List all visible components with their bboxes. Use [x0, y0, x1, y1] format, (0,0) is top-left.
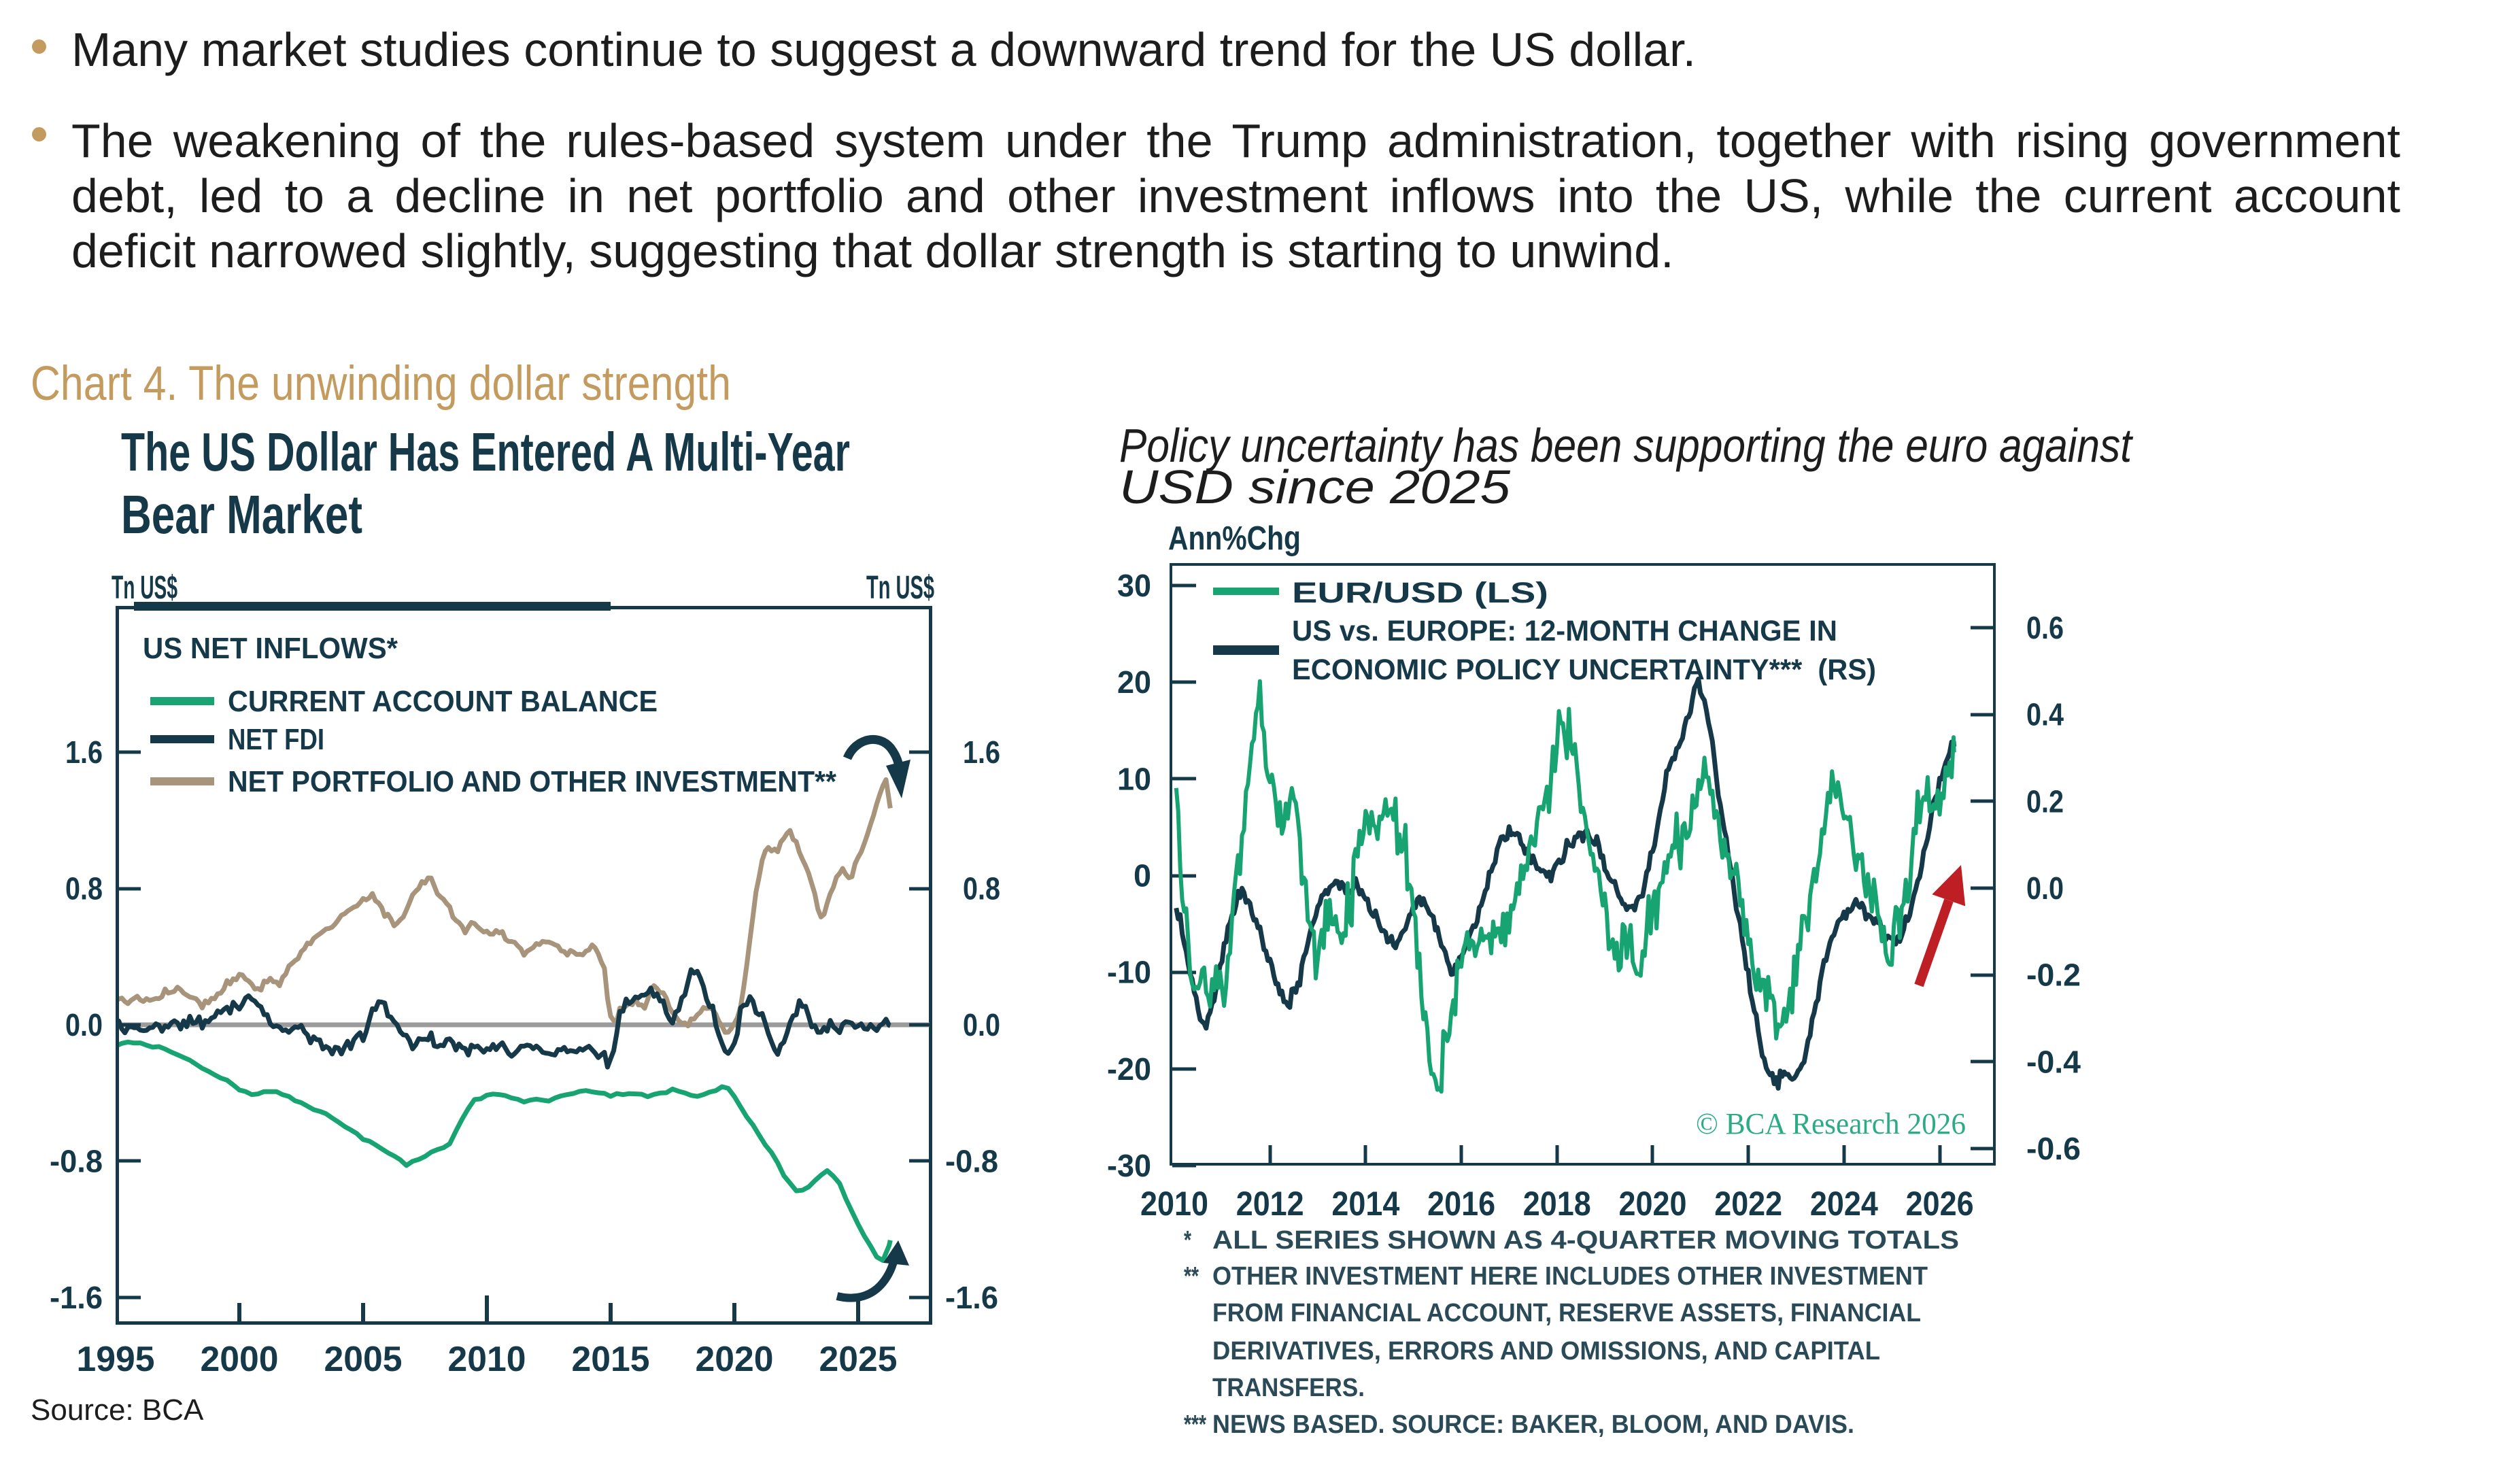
svg-text:Chart 4. The unwinding dollar: Chart 4. The unwinding dollar strength [31, 357, 731, 411]
svg-text:1.6: 1.6 [65, 734, 103, 770]
svg-text:© BCΑ Research 2026: © BCΑ Research 2026 [1696, 1107, 1966, 1140]
svg-text:20: 20 [1117, 664, 1151, 700]
svg-text:0.0: 0.0 [963, 1007, 1000, 1042]
svg-text:0.8: 0.8 [963, 871, 1000, 906]
svg-text:0.8: 0.8 [65, 871, 103, 906]
svg-text:2020: 2020 [696, 1340, 774, 1379]
svg-text:0.0: 0.0 [65, 1007, 103, 1042]
svg-text:***: *** [1184, 1410, 1206, 1439]
svg-text:NET FDI: NET FDI [228, 723, 324, 756]
svg-text:2025: 2025 [819, 1340, 898, 1379]
svg-text:2010: 2010 [1140, 1185, 1208, 1223]
svg-text:1.6: 1.6 [963, 734, 1000, 770]
svg-text:-0.8: -0.8 [945, 1143, 998, 1179]
svg-text:-0.6: -0.6 [2026, 1131, 2081, 1166]
svg-text:FROM FINANCIAL ACCOUNT, RESERV: FROM FINANCIAL ACCOUNT, RESERVE ASSETS, … [1212, 1299, 1921, 1327]
svg-text:US vs. EUROPE: 12-MONTH CHANGE: US vs. EUROPE: 12-MONTH CHANGE IN [1292, 615, 1837, 647]
svg-text:2022: 2022 [1714, 1185, 1782, 1223]
svg-text:2018: 2018 [1523, 1185, 1591, 1223]
svg-text:0: 0 [1134, 858, 1151, 894]
svg-text:-1.6: -1.6 [50, 1280, 103, 1315]
svg-text:-20: -20 [1107, 1051, 1151, 1087]
svg-text:US NET INFLOWS*: US NET INFLOWS* [143, 632, 398, 665]
svg-text:0.0: 0.0 [2026, 870, 2064, 906]
svg-text:2026: 2026 [1906, 1185, 1974, 1223]
svg-text:0.2: 0.2 [2026, 783, 2064, 819]
svg-text:0.6: 0.6 [2026, 610, 2064, 645]
svg-text:30: 30 [1117, 568, 1151, 603]
svg-text:TRANSFERS.: TRANSFERS. [1212, 1374, 1365, 1402]
svg-text:Tn US$: Tn US$ [112, 570, 177, 606]
svg-text:2015: 2015 [572, 1340, 650, 1379]
svg-text:1995: 1995 [77, 1340, 155, 1379]
svg-text:ALL SERIES SHOWN AS 4-QUARTER: ALL SERIES SHOWN AS 4-QUARTER MOVING TOT… [1212, 1226, 1959, 1255]
svg-text:ECONOMIC POLICY UNCERTAINTY***: ECONOMIC POLICY UNCERTAINTY*** (RS) [1292, 654, 1876, 686]
svg-text:-0.8: -0.8 [50, 1143, 103, 1179]
svg-text:-0.2: -0.2 [2026, 957, 2081, 993]
svg-text:2024: 2024 [1810, 1185, 1878, 1223]
svg-text:10: 10 [1117, 761, 1151, 796]
svg-text:-30: -30 [1107, 1148, 1151, 1183]
svg-text:**: ** [1184, 1262, 1199, 1291]
svg-text:Tn US$: Tn US$ [866, 570, 934, 606]
svg-text:2020: 2020 [1619, 1185, 1687, 1223]
svg-text:USD since 2025: USD since 2025 [1119, 460, 1511, 513]
svg-text:*: * [1184, 1226, 1191, 1255]
svg-text:0.4: 0.4 [2026, 697, 2064, 732]
svg-text:Ann%Chg: Ann%Chg [1168, 520, 1301, 557]
svg-text:2016: 2016 [1427, 1185, 1495, 1223]
svg-text:2012: 2012 [1236, 1185, 1304, 1223]
svg-text:EUR/USD (LS): EUR/USD (LS) [1292, 577, 1548, 609]
svg-text:NET PORTFOLIO AND OTHER INVEST: NET PORTFOLIO AND OTHER INVESTMENT** [228, 765, 837, 798]
svg-text:-10: -10 [1107, 955, 1151, 990]
svg-text:NEWS BASED. SOURCE: BAKER, BLO: NEWS BASED. SOURCE: BAKER, BLOOM, AND DA… [1212, 1410, 1854, 1439]
svg-text:Policy uncertainty has been su: Policy uncertainty has been supporting t… [1119, 419, 2133, 472]
svg-text:2005: 2005 [324, 1340, 403, 1379]
svg-text:2000: 2000 [201, 1340, 279, 1379]
svg-text:-0.4: -0.4 [2026, 1044, 2081, 1079]
svg-text:2010: 2010 [448, 1340, 526, 1379]
svg-text:CURRENT ACCOUNT BALANCE: CURRENT ACCOUNT BALANCE [228, 685, 658, 718]
svg-text:Bear Market: Bear Market [121, 484, 362, 545]
svg-text:The US Dollar Has Entered A Mu: The US Dollar Has Entered A Multi-Year [121, 422, 850, 482]
svg-text:-1.6: -1.6 [945, 1280, 998, 1315]
svg-text:OTHER INVESTMENT HERE INCLUDES: OTHER INVESTMENT HERE INCLUDES OTHER INV… [1212, 1262, 1928, 1291]
svg-text:2014: 2014 [1331, 1185, 1399, 1223]
svg-text:DERIVATIVES, ERRORS AND OMISSI: DERIVATIVES, ERRORS AND OMISSIONS, AND C… [1212, 1337, 1880, 1366]
